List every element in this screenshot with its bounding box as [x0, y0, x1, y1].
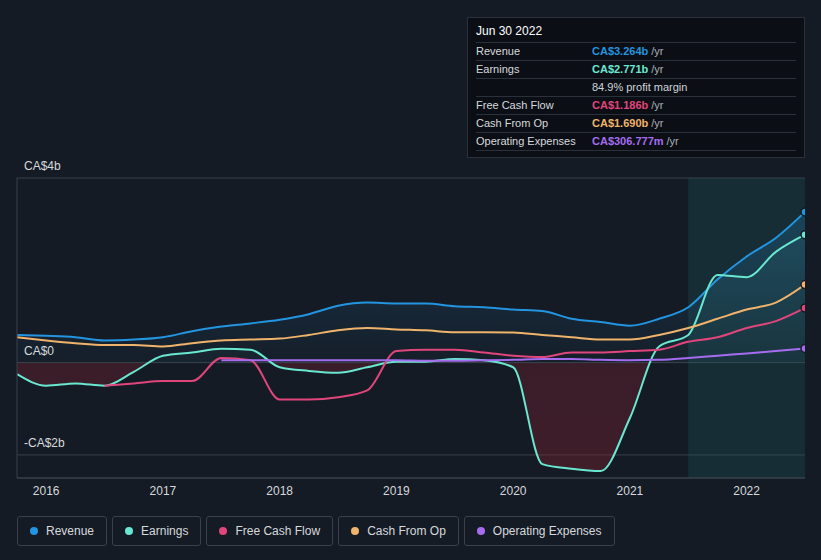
svg-text:2020: 2020: [500, 484, 527, 498]
html-text:Revenue: Revenue: [46, 524, 94, 538]
svg-text:-CA$2b: -CA$2b: [24, 436, 65, 450]
html-text:Operating Expenses: Operating Expenses: [476, 135, 576, 147]
html-text:CA$2.771b /yr: CA$2.771b /yr: [592, 63, 664, 75]
html-text:Earnings: Earnings: [141, 524, 189, 538]
html-text:Cash From Op: Cash From Op: [476, 117, 549, 129]
html-text:84.9% profit margin: 84.9% profit margin: [592, 81, 688, 93]
svg-text:CA$4b: CA$4b: [24, 159, 61, 173]
html-text:Free Cash Flow: Free Cash Flow: [235, 524, 321, 538]
html-text:Free Cash Flow: Free Cash Flow: [476, 99, 554, 111]
html-text:Cash From Op: Cash From Op: [367, 524, 446, 538]
svg-text:CA$0: CA$0: [24, 344, 54, 358]
svg-text:2016: 2016: [33, 484, 60, 498]
html-text:Jun 30 2022: Jun 30 2022: [476, 24, 543, 38]
html-text:Earnings: Earnings: [476, 63, 520, 75]
html-text:CA$1.186b /yr: CA$1.186b /yr: [592, 99, 664, 111]
svg-text:2021: 2021: [617, 484, 644, 498]
html-text:CA$1.690b /yr: CA$1.690b /yr: [592, 117, 664, 129]
svg-text:2019: 2019: [383, 484, 410, 498]
svg-text:2017: 2017: [150, 484, 177, 498]
html-text:CA$3.264b /yr: CA$3.264b /yr: [592, 45, 664, 57]
svg-text:2018: 2018: [266, 484, 293, 498]
html-text:Operating Expenses: Operating Expenses: [492, 524, 602, 538]
html-text:Revenue: Revenue: [476, 45, 520, 57]
svg-text:2022: 2022: [733, 484, 760, 498]
html-text:CA$306.777m /yr: CA$306.777m /yr: [592, 135, 679, 147]
